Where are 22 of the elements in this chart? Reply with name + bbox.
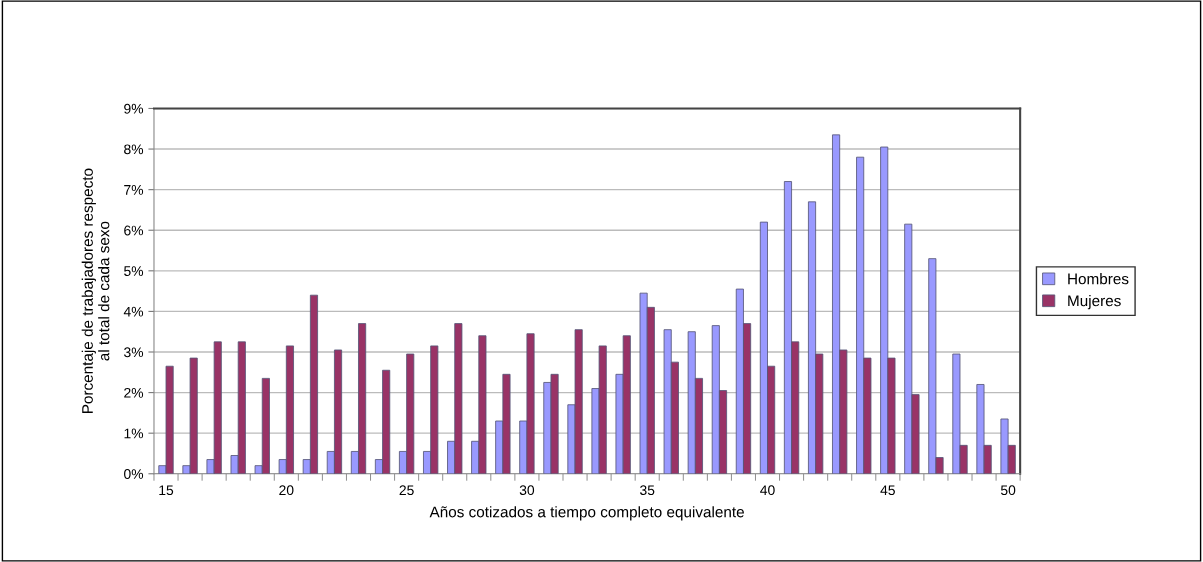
y-tick-label: 1% (124, 428, 144, 439)
x-tick-label: 30 (519, 485, 535, 496)
y-tick-label: 9% (124, 103, 144, 114)
y-tick-label: 3% (124, 347, 144, 358)
legend-label: Mujeres (1068, 295, 1121, 310)
y-tick-label: 6% (124, 225, 144, 236)
x-tick-label: 25 (399, 485, 414, 496)
legend-label: Hombres (1068, 273, 1129, 285)
y-tick-label: 4% (123, 306, 144, 317)
x-tick-label: 50 (1000, 485, 1016, 496)
y-tick-label: 8% (124, 144, 144, 155)
x-tick-label: 20 (279, 485, 294, 496)
y-axis-title: Porcentaje de trabajadores respecto al total de cada sexo (81, 168, 110, 413)
x-tick-label: 40 (760, 485, 775, 496)
y-tick-label: 0% (124, 469, 144, 479)
y-tick-label: 5% (124, 266, 144, 276)
x-tick-label: 35 (640, 485, 655, 496)
x-axis-title: Años cotizados a tiempo completo equivalente (429, 506, 744, 521)
x-tick-label: 45 (880, 485, 895, 496)
y-tick-label: 2% (124, 387, 144, 398)
x-tick-label: 15 (159, 485, 174, 496)
y-tick-label: 7% (124, 185, 144, 195)
